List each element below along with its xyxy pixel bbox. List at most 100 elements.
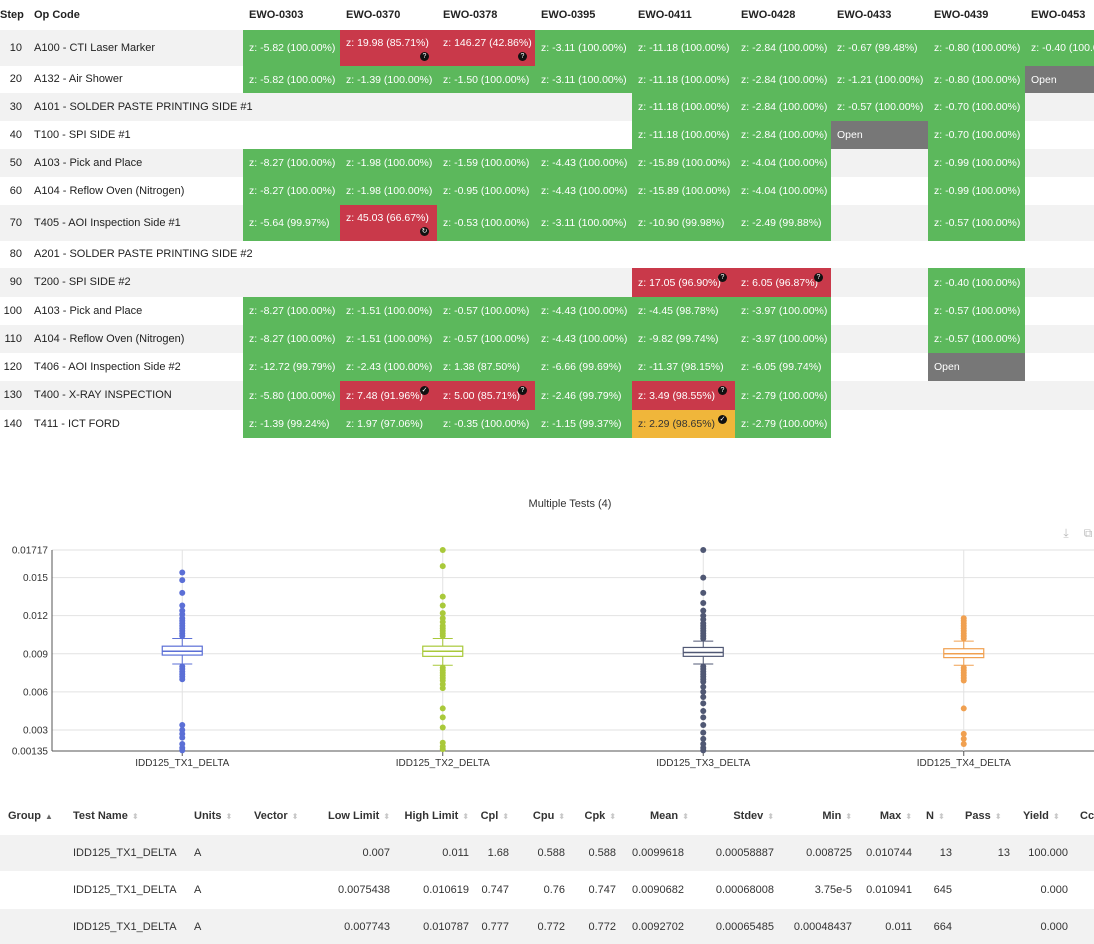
sort-icon[interactable]: ⬍: [767, 812, 774, 821]
status-cell[interactable]: z: -2.43 (100.00%): [340, 353, 437, 381]
column-header-high-limit[interactable]: High Limit ⬍: [398, 800, 469, 833]
status-cell[interactable]: z: 3.49 (98.55%)?: [632, 381, 735, 410]
sort-icon[interactable]: ⬍: [1052, 812, 1060, 821]
column-header-ewo-0433[interactable]: EWO-0433: [837, 9, 892, 21]
column-header-units[interactable]: Units ⬍: [194, 800, 232, 833]
status-cell[interactable]: z: -1.51 (100.00%): [340, 297, 437, 325]
status-cell[interactable]: z: 17.05 (96.90%)?: [632, 268, 735, 297]
stats-row[interactable]: IDD125_TX1_DELTA A 0.007 0.011 1.68 0.588 0.58…: [0, 835, 1094, 871]
status-cell[interactable]: z: -1.51 (100.00%): [340, 325, 437, 353]
column-header-cpl[interactable]: Cpl ⬍: [476, 800, 509, 833]
status-cell[interactable]: z: -0.80 (100.00%): [928, 30, 1025, 66]
column-header-n[interactable]: N ⬍: [926, 800, 945, 833]
column-header-group[interactable]: Group ▲: [8, 800, 53, 833]
status-cell[interactable]: z: -8.27 (100.00%): [243, 177, 340, 205]
sort-icon[interactable]: ⬍: [609, 812, 616, 821]
status-cell[interactable]: z: -11.37 (98.15%): [632, 353, 735, 381]
column-header-ewo-0303[interactable]: EWO-0303: [249, 9, 304, 21]
stats-row[interactable]: IDD125_TX1_DELTA A 0.0075438 0.010619 0.747 0…: [0, 872, 1094, 908]
status-cell[interactable]: z: -3.11 (100.00%): [535, 66, 632, 93]
column-header-cpk[interactable]: Cpk ⬍: [572, 800, 616, 833]
status-cell[interactable]: z: -3.11 (100.00%): [535, 30, 632, 66]
status-cell[interactable]: z: -2.84 (100.00%): [735, 121, 831, 149]
status-cell[interactable]: z: -9.82 (99.74%): [632, 325, 735, 353]
status-cell[interactable]: z: -4.43 (100.00%): [535, 297, 632, 325]
column-header-vector[interactable]: Vector ⬍: [254, 800, 298, 833]
sort-icon[interactable]: ⬍: [383, 812, 390, 821]
status-cell[interactable]: z: -2.84 (100.00%): [735, 93, 831, 121]
status-cell[interactable]: z: 45.03 (66.67%) ↻: [340, 205, 437, 241]
status-cell[interactable]: Open: [928, 353, 1025, 381]
column-header-ewo-0395[interactable]: EWO-0395: [541, 9, 596, 21]
status-cell[interactable]: z: -2.49 (99.88%): [735, 205, 831, 241]
status-cell[interactable]: z: -0.95 (100.00%): [437, 177, 535, 205]
status-cell[interactable]: z: -5.80 (100.00%): [243, 381, 340, 410]
status-cell[interactable]: z: -6.66 (99.69%): [535, 353, 632, 381]
status-cell[interactable]: z: -0.53 (100.00%): [437, 205, 535, 241]
column-header-test-name[interactable]: Test Name ⬍: [73, 800, 139, 833]
column-header-yield[interactable]: Yield ⬍: [1023, 800, 1060, 833]
status-cell[interactable]: z: 1.97 (97.06%): [340, 410, 437, 438]
sort-icon[interactable]: ⬍: [502, 812, 509, 821]
status-cell[interactable]: z: -0.70 (100.00%): [928, 121, 1025, 149]
status-cell[interactable]: z: -4.43 (100.00%): [535, 177, 632, 205]
status-cell[interactable]: z: -0.40 (100.0: [1025, 30, 1094, 66]
status-cell[interactable]: z: -5.82 (100.00%): [243, 30, 340, 66]
status-cell[interactable]: z: -4.43 (100.00%): [535, 325, 632, 353]
column-header-ewo-0439[interactable]: EWO-0439: [934, 9, 989, 21]
status-cell[interactable]: z: -1.98 (100.00%): [340, 177, 437, 205]
sort-icon[interactable]: ⬍: [905, 812, 912, 821]
status-cell[interactable]: z: -2.46 (99.79%): [535, 381, 632, 410]
stats-row[interactable]: IDD125_TX1_DELTA A 0.007743 0.010787 0.777 0.…: [0, 909, 1094, 944]
status-cell[interactable]: z: -1.15 (99.37%): [535, 410, 632, 438]
sort-icon[interactable]: ⬍: [225, 812, 233, 821]
status-cell[interactable]: z: -3.97 (100.00%): [735, 297, 831, 325]
status-cell[interactable]: z: -1.39 (99.24%): [243, 410, 340, 438]
status-cell[interactable]: z: 6.05 (96.87%)?: [735, 268, 831, 297]
column-header-pass[interactable]: Pass ⬍: [965, 800, 1001, 833]
status-cell[interactable]: z: -10.90 (99.98%): [632, 205, 735, 241]
status-cell[interactable]: z: -11.18 (100.00%): [632, 30, 735, 66]
status-cell[interactable]: z: -2.79 (100.00%): [735, 381, 831, 410]
status-cell[interactable]: z: -1.98 (100.00%): [340, 149, 437, 177]
status-cell[interactable]: z: -2.79 (100.00%): [735, 410, 831, 438]
column-header-ewo-0428[interactable]: EWO-0428: [741, 9, 796, 21]
sort-icon[interactable]: ⬍: [845, 812, 852, 821]
status-cell[interactable]: z: -2.84 (100.00%): [735, 30, 831, 66]
status-cell[interactable]: Open: [1025, 66, 1094, 93]
status-cell[interactable]: z: -0.57 (100.00%): [831, 93, 928, 121]
status-cell[interactable]: z: -6.05 (99.74%): [735, 353, 831, 381]
status-cell[interactable]: z: 7.48 (91.96%) ✓: [340, 381, 437, 410]
status-cell[interactable]: z: -4.43 (100.00%): [535, 149, 632, 177]
status-cell[interactable]: z: 146.27 (42.86%)?: [437, 30, 535, 66]
sort-icon[interactable]: ⬍: [462, 812, 469, 821]
status-cell[interactable]: z: -4.45 (98.78%): [632, 297, 735, 325]
sort-icon[interactable]: ⬍: [994, 812, 1002, 821]
status-cell[interactable]: z: -0.80 (100.00%): [928, 66, 1025, 93]
status-cell[interactable]: z: -11.18 (100.00%): [632, 93, 735, 121]
status-cell[interactable]: z: -11.18 (100.00%): [632, 121, 735, 149]
status-cell[interactable]: z: 19.98 (85.71%)?: [340, 30, 437, 66]
status-cell[interactable]: z: -8.27 (100.00%): [243, 297, 340, 325]
column-header-ewo-0411[interactable]: EWO-0411: [638, 9, 692, 21]
column-header-max[interactable]: Max ⬍: [860, 800, 912, 833]
status-cell[interactable]: z: -0.99 (100.00%): [928, 177, 1025, 205]
sort-icon[interactable]: ⬍: [937, 812, 945, 821]
sort-icon[interactable]: ▲: [45, 812, 53, 821]
sort-icon[interactable]: ⬍: [291, 812, 299, 821]
status-cell[interactable]: z: -15.89 (100.00%): [632, 149, 735, 177]
status-cell[interactable]: z: -0.57 (100.00%): [437, 297, 535, 325]
status-cell[interactable]: z: -1.21 (100.00%): [831, 66, 928, 93]
status-cell[interactable]: z: -0.57 (100.00%): [928, 297, 1025, 325]
status-cell[interactable]: z: -5.64 (99.97%): [243, 205, 340, 241]
status-cell[interactable]: z: -2.84 (100.00%): [735, 66, 831, 93]
status-cell[interactable]: z: -0.40 (100.00%): [928, 268, 1025, 297]
status-cell[interactable]: z: -8.27 (100.00%): [243, 149, 340, 177]
column-header-ewo-0378[interactable]: EWO-0378: [443, 9, 498, 21]
status-cell[interactable]: z: -4.04 (100.00%): [735, 177, 831, 205]
status-cell[interactable]: z: 1.38 (87.50%): [437, 353, 535, 381]
status-cell[interactable]: z: -3.97 (100.00%): [735, 325, 831, 353]
status-cell[interactable]: z: -8.27 (100.00%): [243, 325, 340, 353]
step-header[interactable]: Step: [0, 9, 24, 21]
status-cell[interactable]: z: -0.67 (99.48%): [831, 30, 928, 66]
